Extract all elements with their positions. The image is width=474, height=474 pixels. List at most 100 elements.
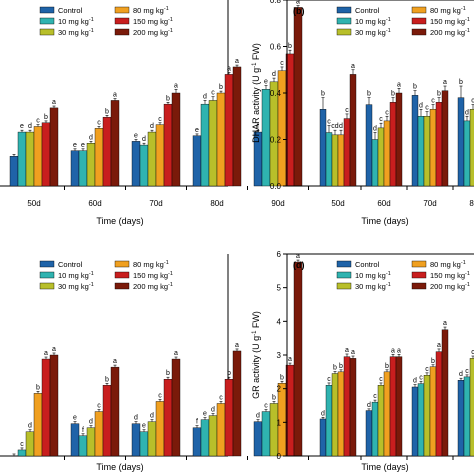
significance-letter: b — [280, 374, 284, 381]
bar — [171, 92, 181, 187]
bar — [457, 97, 465, 187]
legend-label: 80 mg kg-1 — [133, 6, 169, 15]
legend-swatch — [114, 6, 130, 14]
bar — [49, 107, 59, 187]
panel-label: (b) — [293, 6, 305, 16]
legend-label: 10 mg kg-1 — [355, 17, 391, 26]
bar — [110, 100, 120, 187]
bar — [208, 415, 218, 457]
bar — [78, 150, 88, 187]
bar — [94, 128, 104, 187]
significance-letter: d — [150, 123, 154, 130]
bar — [325, 385, 333, 457]
legend-swatch — [39, 6, 55, 14]
bar — [371, 139, 379, 187]
x-tick-label: 50d — [27, 199, 40, 208]
x-tick-label: 70d — [149, 199, 162, 208]
legend-label: 80 mg kg-1 — [430, 260, 466, 269]
significance-letter: d — [89, 419, 93, 426]
bar — [139, 431, 149, 457]
significance-letter: a — [113, 358, 117, 365]
significance-letter: f — [82, 427, 84, 434]
significance-letter: a — [174, 82, 178, 89]
legend-label: 150 mg kg-1 — [133, 17, 173, 26]
legend-swatch — [39, 17, 55, 25]
significance-letter: b — [333, 364, 337, 371]
bar — [293, 261, 303, 457]
legend-label: 10 mg kg-1 — [355, 271, 391, 280]
x-axis-title: Time (days) — [96, 462, 143, 472]
legend-label: 80 mg kg-1 — [430, 6, 466, 15]
x-tick-label: 80d — [469, 199, 474, 208]
significance-letter: b — [105, 108, 109, 115]
significance-letter: c — [379, 376, 383, 383]
x-tick-label: 90d — [271, 199, 284, 208]
bar — [41, 122, 51, 187]
significance-letter: d — [256, 413, 260, 420]
significance-letter: a — [235, 342, 239, 349]
significance-letter: c — [219, 394, 223, 401]
bar — [163, 379, 173, 457]
bar — [139, 144, 149, 187]
bar — [343, 356, 351, 457]
bar — [389, 102, 397, 187]
bar — [261, 411, 271, 457]
bar — [155, 124, 165, 187]
legend-label: 200 mg kg-1 — [430, 282, 470, 291]
y-tick-label: 0.8 — [270, 0, 282, 5]
significance-letter: c — [345, 107, 349, 114]
bar — [331, 134, 339, 187]
significance-letter: d — [272, 71, 276, 78]
bar — [417, 383, 425, 457]
significance-letter: b — [166, 370, 170, 377]
significance-letter: b — [413, 84, 417, 91]
significance-letter: f — [257, 123, 259, 130]
chart-panel-2: 0.0 0.2 0.4 0.6 0.8 DHAR activity (U g-1 FW) 5… — [251, 0, 474, 226]
significance-letter: a — [443, 320, 447, 327]
bar — [293, 7, 303, 187]
legend-label: 80 mg kg-1 — [133, 260, 169, 269]
legend-label: 10 mg kg-1 — [58, 271, 94, 280]
bar — [337, 371, 345, 457]
significance-letter: a — [437, 342, 441, 349]
bar — [463, 120, 471, 187]
legend-swatch — [39, 28, 55, 36]
significance-letter: a — [113, 92, 117, 99]
significance-letter: f — [196, 419, 198, 426]
significance-letter: a — [345, 347, 349, 354]
bar — [395, 92, 403, 187]
legend-swatch — [411, 28, 427, 36]
significance-letter: a — [443, 79, 447, 86]
significance-letter: e — [73, 415, 77, 422]
bar — [86, 427, 96, 457]
significance-letter: b — [391, 91, 395, 98]
bar — [331, 373, 339, 457]
significance-letter: b — [339, 363, 343, 370]
bar — [192, 427, 202, 457]
significance-letter: c — [379, 116, 383, 123]
significance-letter: c — [327, 119, 331, 126]
bar — [377, 385, 385, 457]
bar — [208, 100, 218, 187]
bar — [216, 92, 226, 187]
bar — [49, 354, 59, 457]
y-tick-label: 0.6 — [270, 43, 282, 52]
bar — [216, 403, 226, 457]
significance-letter: d — [373, 126, 377, 133]
bar — [224, 379, 234, 457]
bar — [469, 358, 474, 457]
y-tick-label: 3 — [277, 351, 282, 360]
legend-swatch — [114, 271, 130, 279]
y-tick-label: 5 — [277, 284, 282, 293]
legend-label: 150 mg kg-1 — [430, 17, 470, 26]
legend-label: Control — [58, 6, 83, 15]
x-tick-label: 60d — [88, 199, 101, 208]
bar — [17, 449, 27, 457]
significance-letter: d — [134, 415, 138, 422]
bar — [17, 131, 27, 187]
significance-letter: c — [431, 98, 435, 105]
bar — [232, 66, 242, 187]
significance-letter: a — [174, 350, 178, 357]
